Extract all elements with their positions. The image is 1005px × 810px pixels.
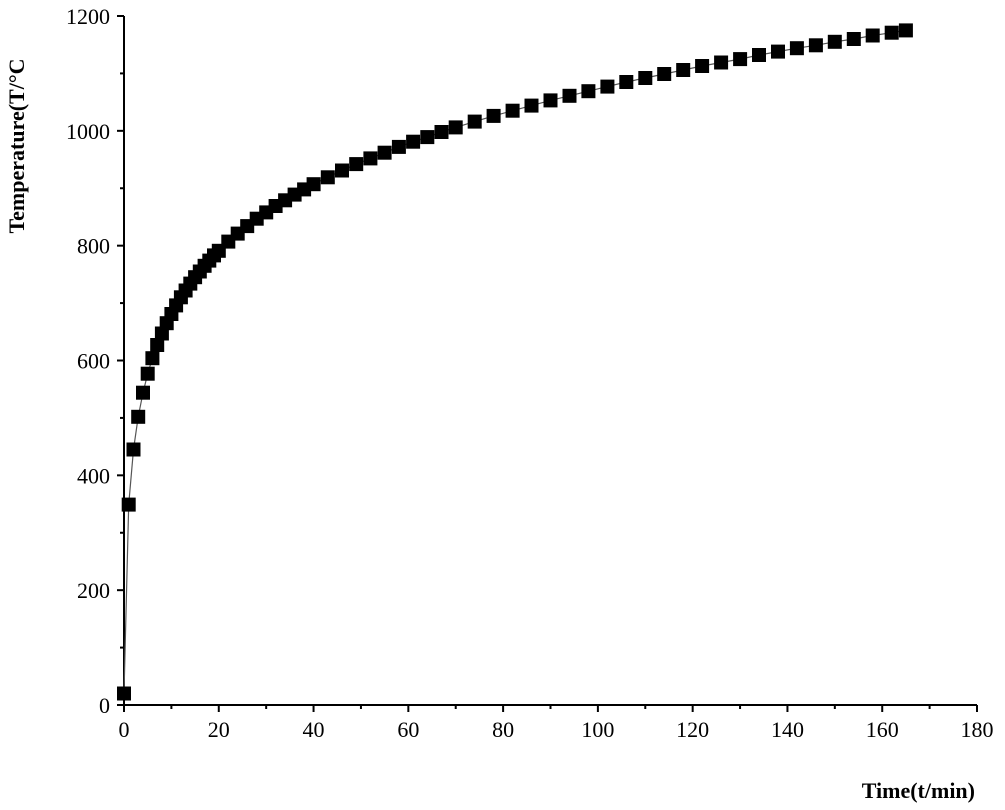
x-tick-label: 140 — [771, 717, 804, 742]
y-tick-label: 800 — [77, 234, 110, 259]
x-tick-label: 60 — [397, 717, 419, 742]
data-point — [562, 88, 577, 103]
x-tick-label: 20 — [208, 717, 230, 742]
data-point — [335, 163, 349, 178]
data-point — [306, 177, 321, 192]
data-point — [391, 139, 406, 154]
data-points — [117, 23, 913, 701]
data-point — [808, 38, 823, 53]
data-point — [121, 497, 136, 512]
data-point — [524, 98, 539, 113]
data-point — [420, 130, 435, 145]
data-point — [349, 157, 364, 172]
data-point — [145, 351, 160, 366]
data-point — [467, 114, 482, 129]
data-point — [638, 71, 653, 85]
data-point — [676, 63, 691, 77]
x-axis-title: Time(t/min) — [862, 778, 975, 803]
data-point — [600, 79, 615, 94]
data-point — [619, 75, 634, 89]
y-tick-label: 200 — [77, 578, 110, 603]
tick-labels: 0 20 40 60 80 100 120 140 160 180 0 200 400 600 800 100… — [66, 4, 994, 742]
data-point — [543, 93, 558, 108]
axes — [123, 16, 977, 706]
data-point — [884, 25, 899, 40]
data-point — [846, 32, 861, 46]
y-tick-label: 400 — [77, 463, 110, 488]
data-point — [789, 41, 804, 56]
data-point — [131, 409, 146, 424]
x-tick-label: 100 — [581, 717, 614, 742]
data-point — [126, 442, 141, 457]
data-point — [136, 385, 150, 400]
data-point — [771, 44, 785, 59]
data-point — [117, 686, 131, 701]
data-point — [865, 28, 880, 43]
y-tick-label: 600 — [77, 349, 110, 374]
y-axis-title: Temperature(T/°C — [4, 58, 29, 233]
tick-marks — [117, 15, 978, 712]
data-point — [150, 338, 165, 352]
data-point — [714, 55, 729, 70]
x-tick-label: 40 — [303, 717, 325, 742]
heating-curve-line — [123, 29, 906, 694]
data-point — [406, 134, 421, 149]
data-point — [695, 59, 710, 73]
data-point — [363, 151, 378, 166]
data-point — [898, 23, 913, 38]
x-tick-label: 80 — [492, 717, 514, 742]
x-tick-label: 120 — [676, 717, 709, 742]
data-point — [505, 103, 520, 118]
data-point — [733, 52, 748, 67]
data-point — [486, 108, 501, 123]
x-tick-label: 160 — [866, 717, 899, 742]
data-point — [434, 125, 449, 139]
x-tick-label: 180 — [961, 717, 994, 742]
data-point — [140, 366, 155, 381]
x-tick-label: 0 — [119, 717, 130, 742]
data-point — [448, 120, 463, 135]
data-point — [377, 145, 392, 160]
data-point — [657, 67, 672, 81]
y-tick-label: 1200 — [66, 4, 110, 29]
data-point — [581, 84, 596, 99]
y-tick-label: 1000 — [66, 119, 110, 144]
data-point — [827, 34, 842, 49]
data-point — [320, 170, 335, 185]
y-tick-label: 0 — [99, 693, 110, 718]
data-point — [752, 48, 766, 62]
